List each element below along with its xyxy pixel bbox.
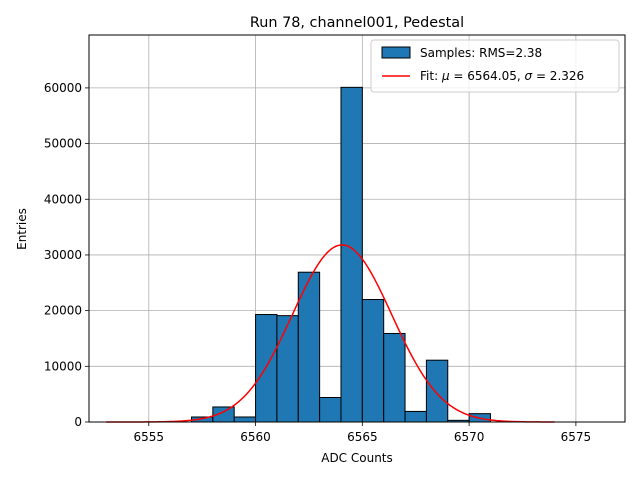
x-tick-label: 6555 (134, 430, 165, 444)
histogram-bar (361, 298, 385, 423)
legend: Samples: RMS=2.38 Fit: μ = 6564.05, σ = … (370, 39, 620, 93)
y-tick-label: 0 (74, 415, 82, 429)
histogram-bars (191, 86, 491, 423)
legend-fit-label: Fit: μ = 6564.05, σ = 2.326 (420, 69, 584, 83)
y-tick-label: 50000 (44, 137, 82, 151)
y-tick-label: 40000 (44, 192, 82, 206)
y-axis-ticks: 0 10000 20000 30000 40000 50000 60000 (44, 81, 89, 429)
x-tick-label: 6565 (347, 430, 378, 444)
x-tick-label: 6570 (454, 430, 485, 444)
x-axis-ticks: 6555 6560 6565 6570 6575 (134, 422, 592, 444)
legend-box (370, 39, 620, 93)
x-tick-label: 6560 (240, 430, 271, 444)
histogram-bar (383, 332, 406, 423)
histogram-bar (276, 315, 299, 423)
y-tick-label: 20000 (44, 304, 82, 318)
legend-samples-swatch (381, 46, 411, 59)
histogram-bar (233, 416, 257, 423)
y-axis-label: Entries (15, 208, 29, 250)
x-axis-label: ADC Counts (321, 451, 393, 465)
plot-frame (88, 34, 626, 423)
y-tick-label: 30000 (44, 248, 82, 262)
histogram-bar (255, 314, 278, 423)
histogram-bar (404, 410, 427, 423)
y-tick-label: 10000 (44, 359, 82, 373)
x-tick-label: 6575 (561, 430, 592, 444)
histogram-bar (319, 396, 342, 423)
legend-samples-label: Samples: RMS=2.38 (420, 46, 542, 60)
gaussian-fit-curve (106, 244, 555, 423)
histogram-bar (425, 359, 449, 423)
chart-title: Run 78, channel001, Pedestal (250, 15, 464, 31)
y-tick-label: 60000 (44, 81, 82, 95)
